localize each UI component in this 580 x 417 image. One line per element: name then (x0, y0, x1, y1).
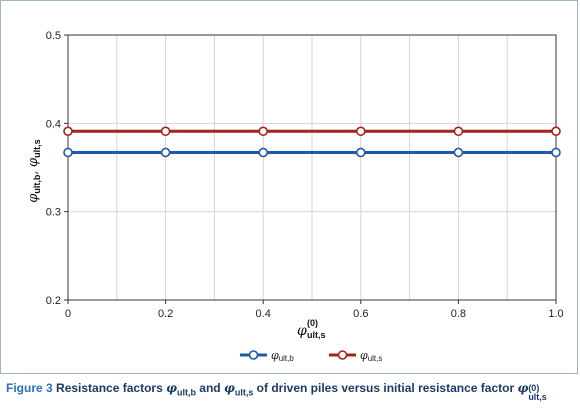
x-axis-label-subscript: ult,s (307, 330, 326, 340)
figure-caption-phi-1: φ (166, 381, 177, 395)
x-tick-label: 0 (65, 308, 71, 320)
axis-layer (64, 34, 557, 304)
x-tick-label: 1.0 (548, 308, 563, 320)
figure-caption-phi-2: φ (223, 381, 235, 395)
legend-swatch-marker-ult-s (337, 350, 348, 360)
series-point-0 (551, 147, 561, 158)
series-point-1 (453, 126, 464, 137)
x-axis-label-symbol: φ (297, 323, 307, 339)
x-tick-label: 0.2 (158, 308, 173, 320)
series-point-0 (160, 147, 171, 158)
y-axis-label-subscript-1: ult,b (32, 174, 42, 193)
y-axis-label-symbol-2: φ (26, 157, 41, 167)
series-point-0 (453, 147, 464, 158)
y-axis-label-symbol: φ (26, 193, 41, 203)
chart-panel: 0 0.2 0.4 0.6 0.8 1.0 0.2 0.3 0.4 0.5 φult,b, φul… (0, 0, 578, 374)
figure-caption-part-2: and (195, 381, 224, 395)
y-tick-label: 0.4 (46, 118, 61, 130)
figure-caption-phi-3: φ (517, 381, 529, 395)
plot-frame (67, 34, 557, 301)
figure-caption-part-3: of driven piles versus initial resistanc… (253, 381, 518, 395)
x-axis-label: φ (0) ult,s (297, 318, 326, 340)
legend-label-ult-s-symbol: φ (360, 349, 368, 362)
series-point-1 (63, 126, 73, 137)
y-tick-label: 0.3 (46, 207, 61, 219)
figure-caption-sup-0: (0) (528, 383, 540, 393)
figure-caption-part-1: Resistance factors (56, 381, 167, 395)
legend-label-ult-b-symbol: φ (271, 349, 279, 362)
x-tick-label: 0.6 (353, 308, 368, 320)
y-axis-label-subscript-2: ult,s (32, 139, 42, 158)
figure-caption-sub-b: ult,b (176, 387, 196, 398)
legend-label-ult-b: φult,b (271, 349, 294, 363)
x-tick-label: 0.8 (451, 308, 466, 320)
tick-label-layer: 0 0.2 0.4 0.6 0.8 1.0 0.2 0.3 0.4 0.5 (46, 30, 564, 320)
x-tick-label: 0.4 (256, 308, 271, 320)
legend: φult,b φult,s (240, 349, 382, 363)
y-tick-label: 0.5 (46, 30, 61, 42)
y-axis-label-separator: , (26, 167, 40, 175)
figure-caption-sub-s: ult,s (234, 387, 254, 398)
legend-entry-ult-b: φult,b (240, 349, 294, 363)
series-point-1 (160, 126, 171, 137)
series-point-0 (355, 147, 366, 158)
y-axis-label: φult,b, φult,s (26, 139, 42, 202)
legend-entry-ult-s: φult,s (329, 349, 382, 363)
figure-caption-sub-s-2: ult,s (528, 392, 547, 402)
grid-layer (68, 35, 556, 300)
legend-label-ult-s-subscript: ult,s (368, 354, 383, 363)
series-point-0 (258, 147, 269, 158)
figure-caption: Figure 3 Resistance factors φult,b and φ… (6, 380, 576, 416)
legend-label-ult-b-subscript: ult,b (279, 354, 295, 363)
chart-svg: 0 0.2 0.4 0.6 0.8 1.00.20.30.40.5 φult,b, φul… (26, 30, 564, 363)
series-layer (63, 126, 561, 158)
series-point-1 (551, 126, 561, 137)
figure-caption-script-stack: (0) ult,s (528, 384, 547, 402)
figure-caption-label: Figure 3 (6, 381, 53, 395)
y-tick-label: 0.2 (46, 295, 61, 307)
legend-swatch-marker-ult-b (248, 350, 259, 360)
series-point-1 (355, 126, 366, 137)
series-point-0 (63, 147, 73, 158)
series-point-1 (258, 126, 269, 137)
legend-label-ult-s: φult,s (360, 349, 382, 363)
x-axis-label-superscript: (0) (307, 318, 318, 328)
